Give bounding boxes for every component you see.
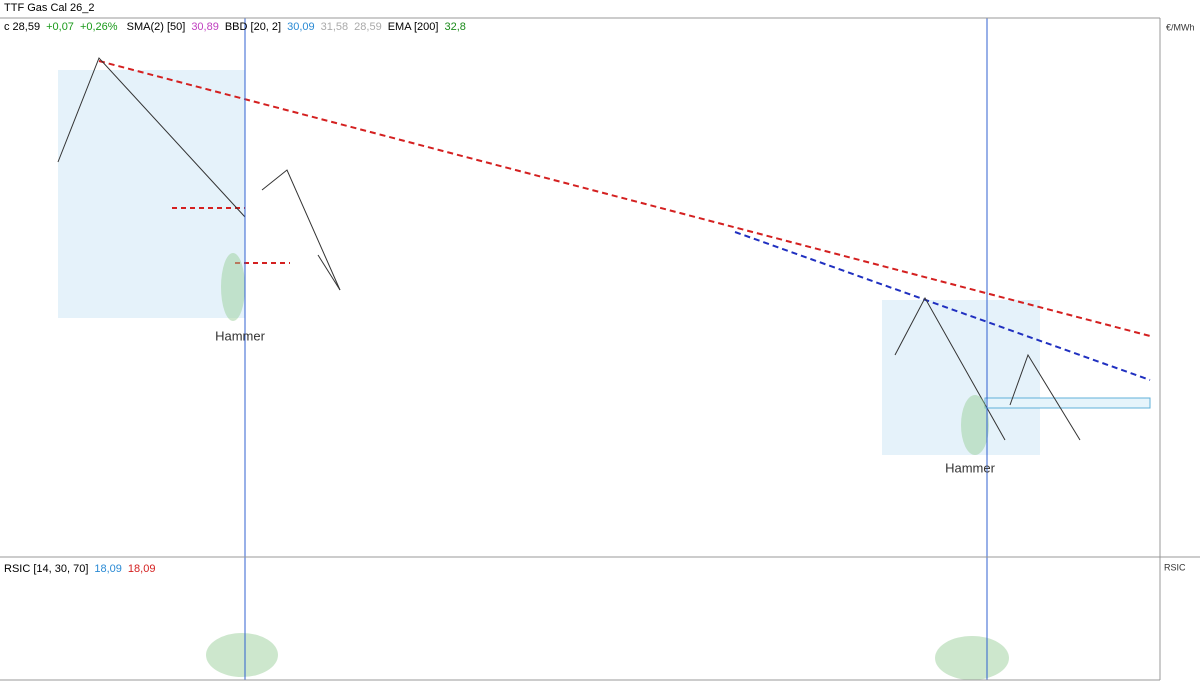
- rsi-legend: RSIC [14, 30, 70] 18,09 18,09: [4, 563, 161, 575]
- rsi-value: 18,09: [127, 563, 156, 575]
- highlight: [206, 633, 278, 677]
- zone: [58, 70, 245, 318]
- rsi-name: RSIC [14, 30, 70]: [4, 563, 89, 575]
- indicator-value: 30,89: [191, 21, 219, 33]
- zones: [58, 70, 1040, 455]
- arrow: [1009, 353, 1081, 441]
- zone: [882, 300, 1040, 455]
- highlight: [935, 636, 1009, 680]
- annotation: Hammer: [215, 328, 266, 343]
- arrow: [894, 296, 1006, 441]
- highlight: [221, 253, 245, 321]
- title: TTF Gas Cal 26_2: [4, 2, 95, 14]
- indicator-name: EMA [200]: [387, 21, 439, 33]
- title-bar: TTF Gas Cal 26_2: [4, 2, 100, 14]
- highlight: [961, 395, 989, 455]
- indicator-value: 32,8: [444, 21, 466, 33]
- drawings: [57, 18, 1151, 680]
- annotation: Hammer: [945, 460, 996, 475]
- indicator-value: 28,59: [354, 21, 382, 33]
- level-box: [984, 397, 1151, 409]
- quote-change: +0,26%: [79, 21, 118, 33]
- legend-bar: c 28,59 +0,07 +0,26% SMA(2) [50] 30,89 BBD […: [4, 21, 472, 33]
- trend-line: [98, 60, 1151, 337]
- arrow: [317, 254, 341, 291]
- rsi-value: 18,09: [94, 563, 122, 575]
- trend-line: [734, 231, 1151, 381]
- quote: c 28,59: [4, 21, 41, 33]
- unit-label: €/MWh: [1166, 22, 1195, 32]
- quote-change: +0,07: [46, 21, 74, 33]
- indicator-value: 31,58: [320, 21, 349, 33]
- indicator-value: 30,09: [287, 21, 315, 33]
- indicator-name: BBD [20, 2]: [224, 21, 282, 33]
- indicator-name: SMA(2) [50]: [126, 21, 186, 33]
- arrow: [261, 169, 341, 291]
- rsi-axis-label: RSIC: [1164, 562, 1186, 572]
- arrow: [57, 57, 246, 218]
